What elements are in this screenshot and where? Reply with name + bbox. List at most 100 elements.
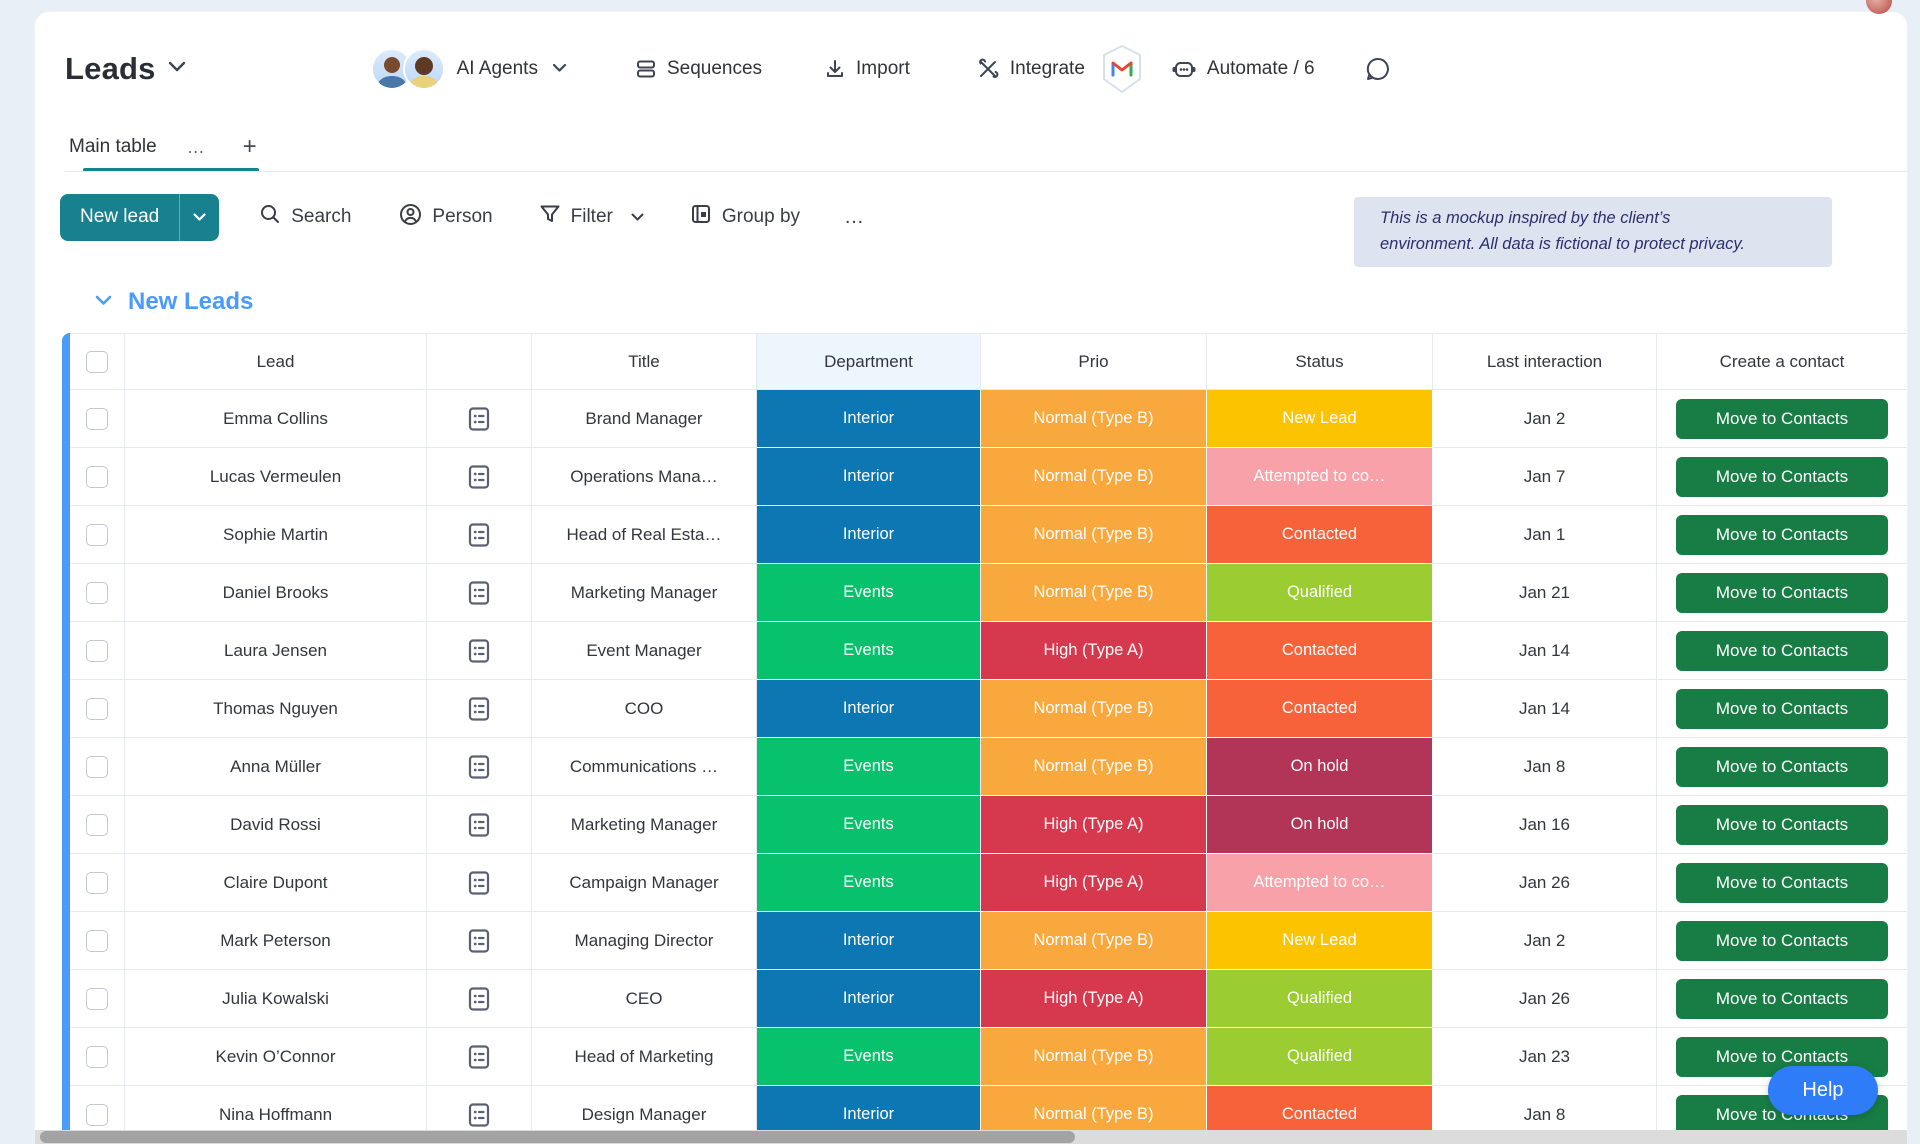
move-to-contacts-button[interactable]: Move to Contacts <box>1676 456 1888 497</box>
department-cell[interactable]: Interior <box>757 390 981 448</box>
open-item-card-icon[interactable] <box>464 926 494 956</box>
horizontal-scrollbar-track[interactable] <box>35 1130 1907 1144</box>
prio-cell[interactable]: Normal (Type B) <box>981 1028 1207 1086</box>
open-item-card-icon[interactable] <box>464 752 494 782</box>
department-cell[interactable]: Interior <box>757 506 981 564</box>
sequences-button[interactable]: Sequences <box>625 50 772 88</box>
gmail-integration-badge[interactable] <box>1099 44 1145 94</box>
status-cell[interactable]: Contacted <box>1207 506 1433 564</box>
department-cell[interactable]: Interior <box>757 448 981 506</box>
last-interaction-cell[interactable]: Jan 21 <box>1433 564 1657 622</box>
department-cell[interactable]: Events <box>757 796 981 854</box>
add-view-button[interactable]: + <box>242 133 257 160</box>
last-interaction-cell[interactable]: Jan 8 <box>1433 738 1657 796</box>
department-cell[interactable]: Interior <box>757 970 981 1028</box>
lead-name-cell[interactable]: Sophie Martin <box>125 506 427 564</box>
prio-cell[interactable]: Normal (Type B) <box>981 738 1207 796</box>
column-header-department[interactable]: Department <box>757 333 981 390</box>
open-item-card-icon[interactable] <box>464 1042 494 1072</box>
row-checkbox[interactable] <box>86 581 108 604</box>
last-interaction-cell[interactable]: Jan 14 <box>1433 622 1657 680</box>
department-cell[interactable]: Events <box>757 854 981 912</box>
open-item-card-icon[interactable] <box>464 404 494 434</box>
lead-name-cell[interactable]: Mark Peterson <box>125 912 427 970</box>
row-checkbox[interactable] <box>86 987 108 1010</box>
lead-name-cell[interactable]: Laura Jensen <box>125 622 427 680</box>
status-cell[interactable]: On hold <box>1207 738 1433 796</box>
tab-options-dots[interactable]: … <box>186 136 207 157</box>
move-to-contacts-button[interactable]: Move to Contacts <box>1676 920 1888 961</box>
prio-cell[interactable]: Normal (Type B) <box>981 390 1207 448</box>
title-cell[interactable]: Communications … <box>532 738 757 796</box>
move-to-contacts-button[interactable]: Move to Contacts <box>1676 978 1888 1019</box>
lead-name-cell[interactable]: Anna Müller <box>125 738 427 796</box>
last-interaction-cell[interactable]: Jan 7 <box>1433 448 1657 506</box>
search-button[interactable]: Search <box>249 195 361 239</box>
title-cell[interactable]: Operations Mana… <box>532 448 757 506</box>
prio-cell[interactable]: Normal (Type B) <box>981 506 1207 564</box>
row-checkbox[interactable] <box>86 465 108 488</box>
open-item-card-icon[interactable] <box>464 1100 494 1130</box>
status-cell[interactable]: Attempted to co… <box>1207 448 1433 506</box>
title-cell[interactable]: Brand Manager <box>532 390 757 448</box>
status-cell[interactable]: Contacted <box>1207 622 1433 680</box>
row-checkbox[interactable] <box>86 1103 108 1126</box>
lead-name-cell[interactable]: Claire Dupont <box>125 854 427 912</box>
lead-name-cell[interactable]: Thomas Nguyen <box>125 680 427 738</box>
last-interaction-cell[interactable]: Jan 2 <box>1433 390 1657 448</box>
open-item-card-icon[interactable] <box>464 868 494 898</box>
department-cell[interactable]: Events <box>757 738 981 796</box>
board-title-chevron-down-icon[interactable] <box>168 60 186 78</box>
open-item-card-icon[interactable] <box>464 578 494 608</box>
move-to-contacts-button[interactable]: Move to Contacts <box>1676 630 1888 671</box>
prio-cell[interactable]: High (Type A) <box>981 622 1207 680</box>
status-cell[interactable]: New Lead <box>1207 912 1433 970</box>
title-cell[interactable]: Campaign Manager <box>532 854 757 912</box>
last-interaction-cell[interactable]: Jan 2 <box>1433 912 1657 970</box>
lead-name-cell[interactable]: Emma Collins <box>125 390 427 448</box>
lead-name-cell[interactable]: Lucas Vermeulen <box>125 448 427 506</box>
row-checkbox[interactable] <box>86 755 108 778</box>
row-checkbox[interactable] <box>86 871 108 894</box>
column-header-last-interaction[interactable]: Last interaction <box>1433 333 1657 390</box>
lead-name-cell[interactable]: David Rossi <box>125 796 427 854</box>
department-cell[interactable]: Interior <box>757 912 981 970</box>
status-cell[interactable]: New Lead <box>1207 390 1433 448</box>
filter-chevron-down-icon[interactable] <box>631 206 644 228</box>
column-header-prio[interactable]: Prio <box>981 333 1207 390</box>
department-cell[interactable]: Events <box>757 622 981 680</box>
move-to-contacts-button[interactable]: Move to Contacts <box>1676 514 1888 555</box>
new-lead-button[interactable]: New lead <box>60 193 220 241</box>
last-interaction-cell[interactable]: Jan 16 <box>1433 796 1657 854</box>
group-title[interactable]: New Leads <box>128 288 254 315</box>
row-checkbox[interactable] <box>86 929 108 952</box>
horizontal-scrollbar-thumb[interactable] <box>40 1131 1075 1143</box>
lead-name-cell[interactable]: Daniel Brooks <box>125 564 427 622</box>
move-to-contacts-button[interactable]: Move to Contacts <box>1676 862 1888 903</box>
prio-cell[interactable]: Normal (Type B) <box>981 680 1207 738</box>
group-collapse-chevron-icon[interactable] <box>95 293 112 311</box>
row-checkbox[interactable] <box>86 697 108 720</box>
title-cell[interactable]: COO <box>532 680 757 738</box>
title-cell[interactable]: Marketing Manager <box>532 796 757 854</box>
new-lead-label[interactable]: New lead <box>80 206 160 227</box>
move-to-contacts-button[interactable]: Move to Contacts <box>1676 688 1888 729</box>
department-cell[interactable]: Events <box>757 1028 981 1086</box>
title-cell[interactable]: Event Manager <box>532 622 757 680</box>
column-header-title[interactable]: Title <box>532 333 757 390</box>
column-header-status[interactable]: Status <box>1207 333 1433 390</box>
status-cell[interactable]: Qualified <box>1207 564 1433 622</box>
move-to-contacts-button[interactable]: Move to Contacts <box>1676 398 1888 439</box>
move-to-contacts-button[interactable]: Move to Contacts <box>1676 572 1888 613</box>
title-cell[interactable]: Head of Marketing <box>532 1028 757 1086</box>
title-cell[interactable]: Managing Director <box>532 912 757 970</box>
lead-name-cell[interactable]: Kevin O’Connor <box>125 1028 427 1086</box>
last-interaction-cell[interactable]: Jan 26 <box>1433 854 1657 912</box>
open-item-card-icon[interactable] <box>464 462 494 492</box>
user-avatar[interactable] <box>1866 0 1892 14</box>
title-cell[interactable]: Head of Real Esta… <box>532 506 757 564</box>
toolbar-more-dots[interactable]: … <box>844 205 868 228</box>
integrate-button[interactable]: Integrate <box>966 49 1095 89</box>
row-checkbox[interactable] <box>86 639 108 662</box>
move-to-contacts-button[interactable]: Move to Contacts <box>1676 804 1888 845</box>
